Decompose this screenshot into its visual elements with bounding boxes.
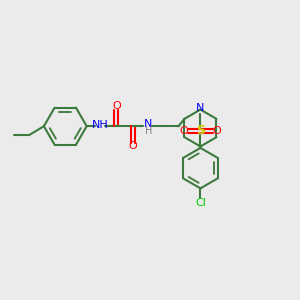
Text: Cl: Cl xyxy=(195,198,206,208)
Text: O: O xyxy=(213,126,221,136)
Text: S: S xyxy=(196,124,205,137)
Text: N: N xyxy=(144,119,152,129)
Text: O: O xyxy=(128,141,137,152)
Text: H: H xyxy=(145,126,152,136)
Text: N: N xyxy=(196,103,205,113)
Text: O: O xyxy=(112,101,121,111)
Text: NH: NH xyxy=(92,120,108,130)
Text: O: O xyxy=(179,126,188,136)
